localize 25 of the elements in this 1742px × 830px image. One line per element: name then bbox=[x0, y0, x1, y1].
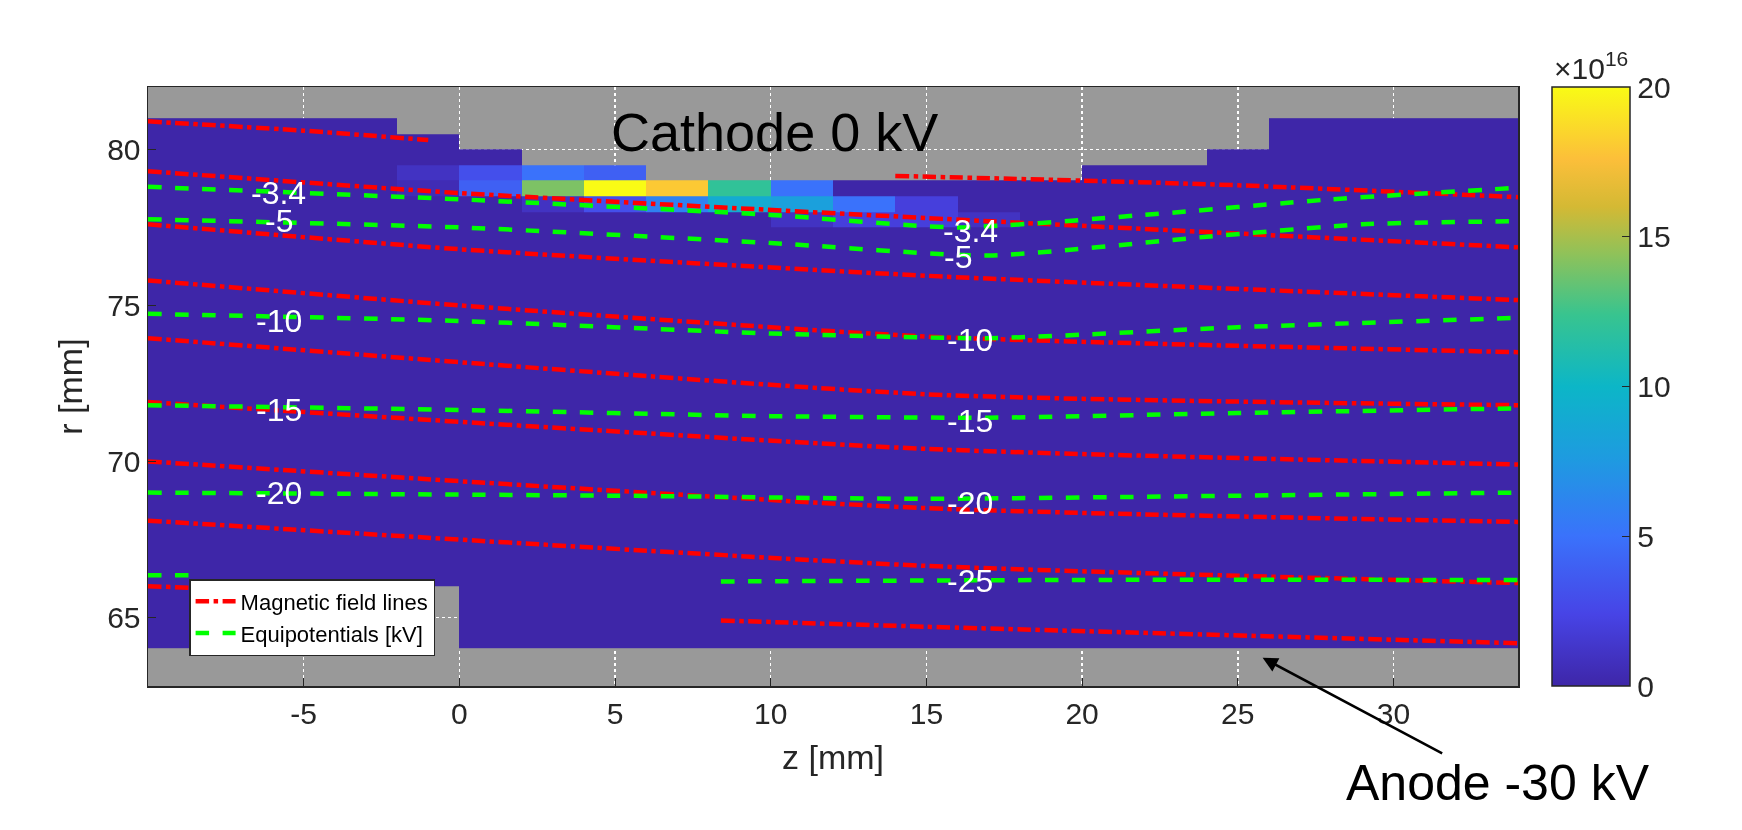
y-axis-title: r [mm] bbox=[50, 338, 89, 435]
color-bar-label: 15 bbox=[1637, 220, 1671, 254]
annotation: -25 bbox=[947, 563, 994, 599]
x-tick-label: 25 bbox=[1221, 696, 1255, 730]
annotation: Cathode 0 kV bbox=[611, 102, 939, 162]
x-tick-label: 5 bbox=[606, 696, 624, 730]
y-tick-label: 70 bbox=[107, 444, 141, 478]
color-bar-label: 20 bbox=[1637, 70, 1671, 104]
x-tick-label: -5 bbox=[290, 696, 318, 730]
annotation: -15 bbox=[947, 403, 994, 439]
color-bar-label: 10 bbox=[1637, 370, 1671, 403]
legend-label: Equipotentials [kV] bbox=[240, 621, 423, 647]
text: Anode -30 kV bbox=[1346, 755, 1650, 811]
y-tick-label: 65 bbox=[107, 600, 141, 634]
color-bar-label: 5 bbox=[1637, 519, 1654, 553]
text: ×10$^{16}$ bbox=[1554, 47, 1629, 85]
x-tick-label: 15 bbox=[909, 696, 944, 730]
legend-label: Magnetic field lines bbox=[240, 589, 428, 615]
y-tick-label: 80 bbox=[107, 132, 141, 166]
x-tick-label: 10 bbox=[754, 696, 788, 730]
x-tick-label: 0 bbox=[451, 696, 468, 730]
x-tick-label: 20 bbox=[1065, 696, 1099, 730]
color-bar-label: 0 bbox=[1637, 669, 1654, 703]
y-tick-label: 75 bbox=[107, 288, 141, 322]
x-axis-title: z [mm] bbox=[782, 737, 884, 776]
